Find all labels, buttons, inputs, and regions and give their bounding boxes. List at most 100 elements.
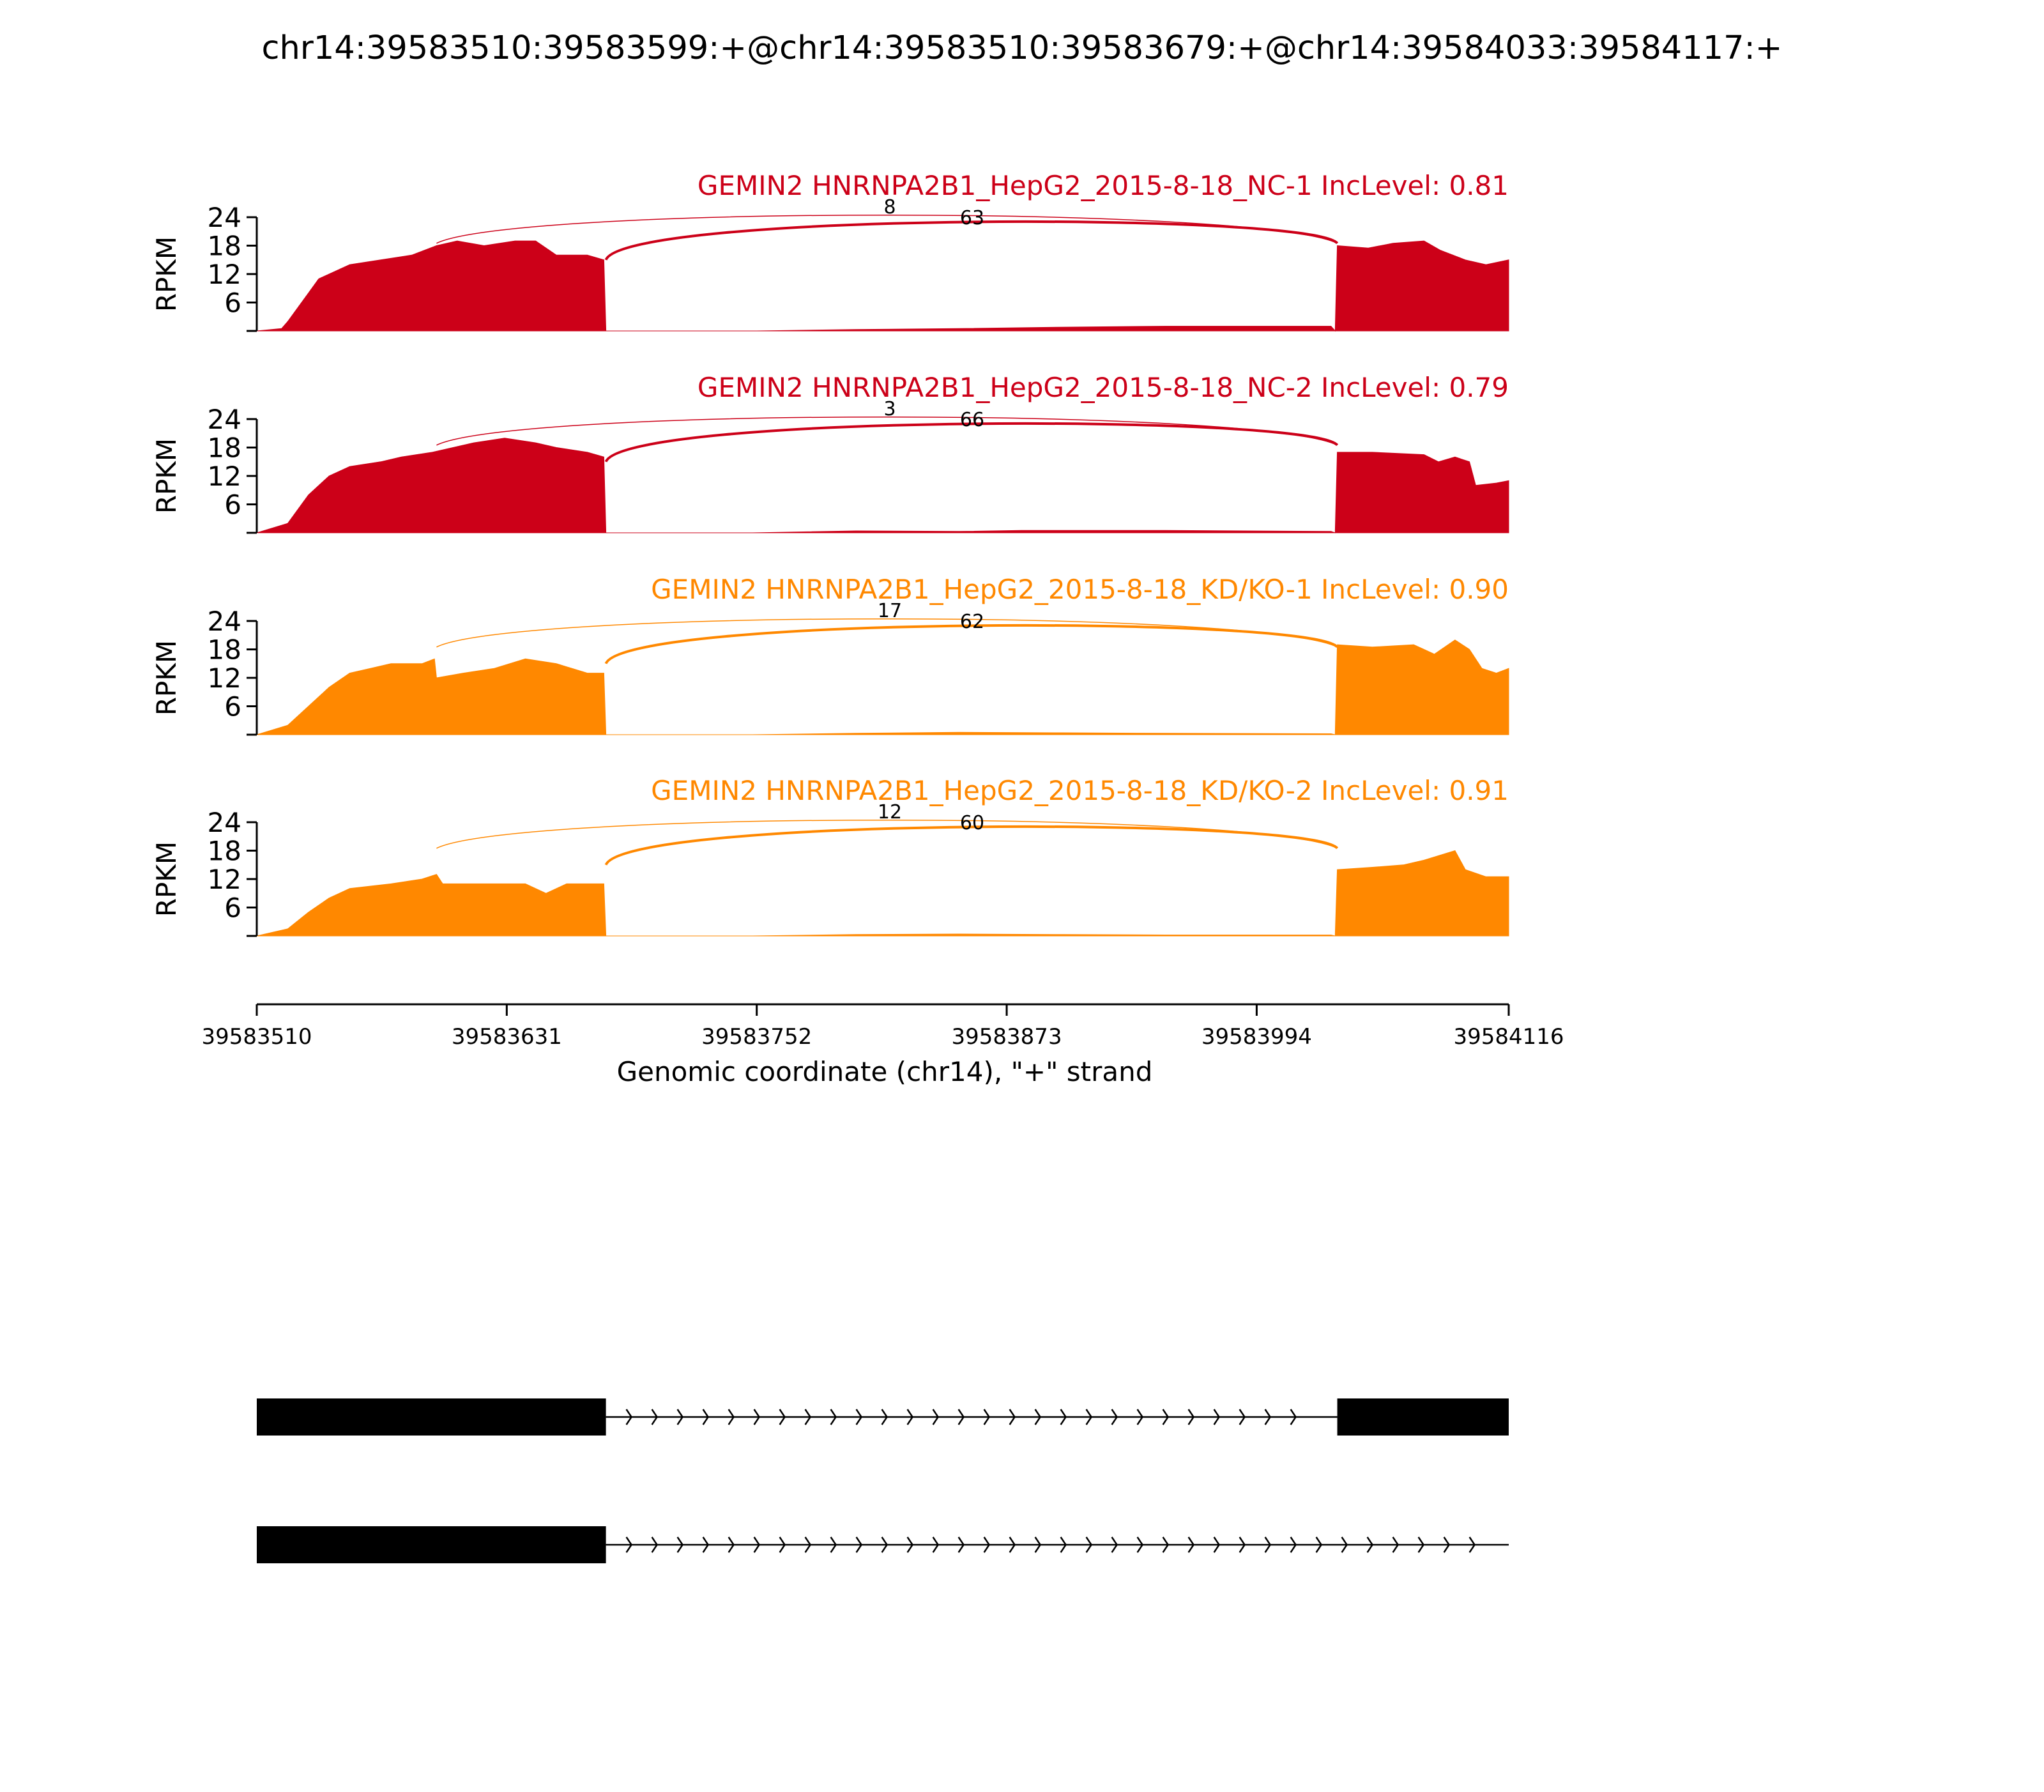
strand-arrow-icon	[804, 1536, 812, 1553]
y-tick-label: 24	[208, 807, 241, 838]
strand-arrow-icon	[830, 1409, 837, 1425]
strand-arrow-icon	[881, 1536, 889, 1553]
figure-title: chr14:39583510:39583599:+@chr14:39583510…	[261, 29, 1782, 67]
strand-arrow-icon	[1290, 1536, 1297, 1553]
strand-arrow-icon	[702, 1536, 710, 1553]
coverage-area	[256, 850, 1509, 937]
strand-arrow-icon	[1239, 1536, 1246, 1553]
strand-arrow-icon	[1085, 1409, 1093, 1425]
strand-arrow-icon	[1111, 1536, 1118, 1553]
junction-count: 3	[883, 398, 896, 420]
strand-arrow-icon	[1392, 1536, 1400, 1553]
x-tick-label: 39583752	[701, 1024, 812, 1050]
strand-arrow-icon	[932, 1409, 940, 1425]
y-tick-label: 12	[208, 864, 241, 895]
y-tick-label: 24	[208, 404, 241, 435]
junction-count: 8	[883, 196, 896, 218]
strand-arrow-icon	[1417, 1536, 1425, 1553]
strand-arrow-icon	[1060, 1409, 1067, 1425]
y-tick-label: 12	[208, 259, 241, 290]
junction-arc	[436, 214, 1338, 244]
strand-arrow-icon	[1187, 1536, 1195, 1553]
strand-arrow-icon	[753, 1536, 761, 1553]
strand-arrow-icon	[1239, 1409, 1246, 1425]
strand-arrow-icon	[1264, 1536, 1272, 1553]
x-axis-label: Genomic coordinate (chr14), "+" strand	[617, 1056, 1153, 1087]
strand-arrow-icon	[1136, 1409, 1144, 1425]
coverage-tracks: 8 6 3 GEMIN2 HNRNPA2B1_HepG2_2015-8-18_NC-1…	[151, 170, 1509, 937]
exon-block	[1337, 1398, 1509, 1436]
y-axis-label: RPKM	[151, 236, 182, 312]
track-title: GEMIN2 HNRNPA2B1_HepG2_2015-8-18_NC-1 In…	[698, 170, 1509, 201]
track-3: 17 62 GEMIN2 HNRNPA2B1_HepG2_2015-8-18_KD/…	[151, 574, 1509, 736]
strand-arrow-icon	[1341, 1536, 1348, 1553]
track-4: 12 60 GEMIN2 HNRNPA2B1_HepG2_2015-8-18_KD/…	[151, 775, 1509, 937]
strand-arrow-icon	[651, 1536, 659, 1553]
x-tick-label: 39584116	[1453, 1024, 1564, 1050]
track-title: GEMIN2 HNRNPA2B1_HepG2_2015-8-18_KD/KO-2…	[651, 775, 1509, 806]
strand-arrow-icon	[1136, 1536, 1144, 1553]
isoform-structures	[257, 1398, 1509, 1563]
track-2: 3 66 GEMIN2 HNRNPA2B1_HepG2_2015-8-18_NC-2…	[151, 372, 1509, 534]
strand-arrow-icon	[830, 1536, 837, 1553]
exon-block	[257, 1526, 606, 1563]
junction-count: 17	[878, 600, 902, 622]
junction-arc	[604, 825, 1339, 866]
strand-arrow-icon	[804, 1409, 812, 1425]
x-tick-label: 39583994	[1201, 1024, 1312, 1050]
strand-arrow-icon	[1111, 1409, 1118, 1425]
coverage-area	[256, 639, 1509, 735]
strand-arrow-icon	[728, 1536, 735, 1553]
x-axis: 39583510 39583631 39583752 39583873 39583994…	[201, 1003, 1564, 1050]
y-tick-label: 6	[224, 287, 241, 319]
strand-arrow-icon	[1009, 1536, 1016, 1553]
junction-arc	[604, 624, 1339, 664]
strand-arrow-icon	[855, 1409, 863, 1425]
strand-arrow-icon	[983, 1536, 991, 1553]
y-tick-label: 6	[224, 691, 241, 723]
strand-arrow-icon	[932, 1536, 940, 1553]
strand-arrow-icon	[881, 1409, 889, 1425]
coverage-area	[256, 438, 1509, 533]
strand-arrow-icon	[1085, 1536, 1093, 1553]
y-axis-label: RPKM	[151, 841, 182, 917]
strand-arrow-icon	[983, 1409, 991, 1425]
strand-arrow-icon	[702, 1409, 710, 1425]
junction-arc	[436, 819, 1338, 849]
isoform-1	[257, 1398, 1509, 1436]
strand-arrow-icon	[1443, 1536, 1451, 1553]
x-tick-label: 39583873	[952, 1024, 1062, 1050]
y-tick-label: 24	[208, 606, 241, 637]
y-axis-label: RPKM	[151, 640, 182, 716]
junction-count: 60	[960, 812, 984, 834]
strand-arrow-icon	[1213, 1536, 1221, 1553]
strand-arrow-icon	[1213, 1409, 1221, 1425]
strand-arrow-icon	[728, 1409, 735, 1425]
strand-arrow-icon	[906, 1536, 914, 1553]
y-tick-label: 18	[208, 634, 241, 666]
junction-arc	[604, 422, 1339, 463]
strand-arrow-icon	[625, 1409, 633, 1425]
y-tick-label: 12	[208, 662, 241, 694]
strand-arrow-icon	[1162, 1409, 1170, 1425]
coverage-area	[256, 240, 1509, 332]
strand-arrow-icon	[651, 1409, 659, 1425]
strand-arrow-icon	[753, 1409, 761, 1425]
y-tick-label: 6	[224, 489, 241, 521]
strand-arrow-icon	[1290, 1409, 1297, 1425]
y-tick-label: 18	[208, 433, 241, 464]
y-tick-label: 18	[208, 231, 241, 262]
junction-arc	[604, 220, 1339, 261]
junction-arc	[436, 416, 1338, 446]
strand-arrow-icon	[957, 1409, 965, 1425]
strand-arrow-icon	[1060, 1536, 1067, 1553]
track-1: 8 63 GEMIN2 HNRNPA2B1_HepG2_2015-8-18_NC-1…	[151, 170, 1509, 332]
exon-block	[257, 1398, 606, 1436]
strand-arrow-icon	[855, 1536, 863, 1553]
strand-arrow-icon	[1162, 1536, 1170, 1553]
strand-arrow-icon	[1315, 1536, 1323, 1553]
strand-arrow-icon	[779, 1536, 786, 1553]
strand-arrow-icon	[625, 1536, 633, 1553]
